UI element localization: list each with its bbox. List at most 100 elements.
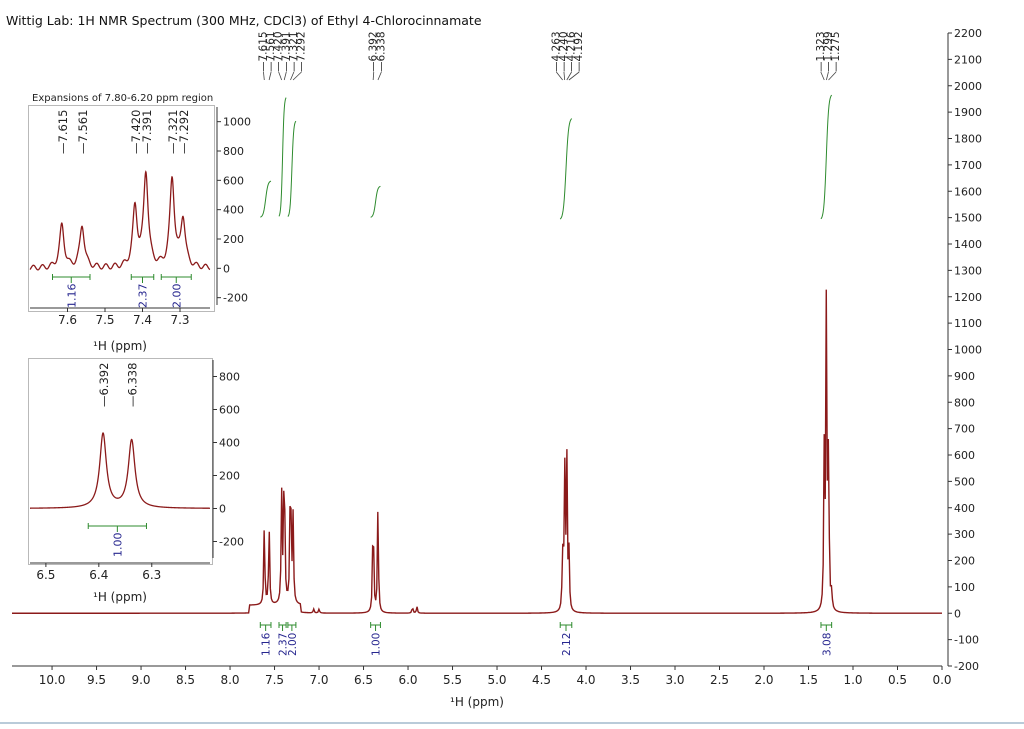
peak-label: —7.292 (295, 31, 307, 72)
x-axis-label: ¹H (ppm) (93, 590, 147, 604)
x-tick-label: 7.6 (58, 313, 77, 327)
y-tick-label: 1700 (954, 159, 982, 172)
y-tick-label: 200 (954, 555, 975, 568)
peak-label: —7.321 (166, 110, 180, 154)
peak-label-leader (283, 71, 287, 81)
x-axis-label: ¹H (ppm) (93, 339, 147, 353)
y-tick-label: 600 (223, 174, 244, 187)
integral-curve (260, 180, 272, 218)
y-tick-label: 0 (219, 503, 226, 516)
peak-label: —1.299 (822, 31, 834, 72)
y-tick-label: 1900 (954, 106, 982, 119)
spectrum-trace (29, 170, 211, 271)
x-tick-label: 3.5 (621, 673, 640, 687)
x-tick-label: 5.0 (487, 673, 506, 687)
integral-value: 2.37 (137, 284, 150, 309)
x-tick-label: 2.0 (754, 673, 773, 687)
chart-main-spectrum: -200 -100 0 100 200 300 400 500 600 700 800 900 1000… (12, 27, 982, 709)
y-tick-label: 0 (223, 262, 230, 275)
integral-curve (287, 120, 297, 217)
peak-label-leader (278, 71, 283, 81)
y-tick-label: 1300 (954, 264, 982, 277)
x-axis-label: ¹H (ppm) (450, 695, 504, 709)
integral-value: 1.16 (65, 284, 78, 309)
x-tick-label: 9.5 (87, 673, 106, 687)
y-tick-label: 0 (954, 607, 961, 620)
x-tick-label: 6.4 (89, 568, 108, 582)
y-tick-label: 1000 (954, 344, 982, 357)
peak-label: —7.391 (280, 31, 292, 72)
x-tick-label: 6.3 (142, 568, 161, 582)
chart-expansion-vinyl: -200 0 200 400 600 800 6.5 6.4 6.3 ¹H (ppm) —6.392… (30, 360, 244, 604)
y-tick-label: 300 (954, 528, 975, 541)
peak-label: —6.338 (375, 31, 387, 72)
y-tick-label: -100 (954, 634, 979, 647)
peak-label: —1.323 (815, 31, 827, 72)
x-tick-label: 4.0 (576, 673, 595, 687)
peak-label: —7.292 (177, 110, 191, 154)
x-tick-label: 1.5 (799, 673, 818, 687)
integral-curve (278, 97, 287, 217)
x-tick-label: 6.5 (354, 673, 373, 687)
peak-label-leader (268, 71, 272, 81)
x-tick-label: 7.4 (133, 313, 152, 327)
y-tick-label: 700 (954, 423, 975, 436)
y-tick-label: 2200 (954, 27, 982, 40)
peak-label-leader (377, 71, 382, 81)
y-tick-label: 800 (219, 371, 240, 384)
integral-curve (559, 118, 573, 220)
integral-value: 1.00 (371, 633, 383, 656)
peak-label: —4.240 (558, 31, 570, 72)
peak-label: —6.392 (368, 31, 380, 72)
y-tick-label: 1200 (954, 291, 982, 304)
x-tick-label: 7.5 (265, 673, 284, 687)
peak-label: —6.392 (97, 363, 111, 407)
inset-frame-vinyl (28, 358, 213, 565)
peak-label: —7.321 (288, 31, 300, 72)
x-tick-label: 2.5 (710, 673, 729, 687)
y-tick-label: -200 (223, 292, 248, 305)
y-tick-label: 400 (223, 204, 244, 217)
y-tick-label: 100 (954, 581, 975, 594)
peak-label: —7.561 (265, 31, 277, 72)
x-tick-label: 4.5 (532, 673, 551, 687)
x-tick-label: 10.0 (39, 673, 66, 687)
chart-title: Wittig Lab: 1H NMR Spectrum (300 MHz, CD… (6, 13, 482, 28)
chart-expansion-aromatic: -200 0 200 400 600 800 1000 7.6 7.5 7.4 7.3 ¹H (ppm… (29, 93, 251, 353)
y-tick-label: 1400 (954, 238, 982, 251)
y-tick-label: -200 (219, 536, 244, 549)
peak-label: —7.561 (76, 110, 90, 154)
x-tick-label: 0.5 (888, 673, 907, 687)
integral-value: 2.37 (278, 633, 290, 656)
peak-label: —7.420 (273, 31, 285, 72)
bottom-divider (0, 722, 1024, 724)
y-tick-label: 1600 (954, 185, 982, 198)
y-tick-label: 500 (954, 475, 975, 488)
x-tick-label: 8.5 (176, 673, 195, 687)
x-tick-label: 7.3 (170, 313, 189, 327)
peak-label: —1.275 (830, 31, 842, 72)
peak-label-leader (826, 71, 829, 81)
peak-label: —7.615 (257, 31, 269, 72)
inset-title: Expansions of 7.80-6.20 ppm region (32, 93, 213, 104)
y-tick-label: 800 (223, 145, 244, 158)
peak-label-leader (292, 71, 302, 81)
spectrum-trace (30, 432, 210, 509)
y-tick-label: 1800 (954, 133, 982, 146)
integral-value: 3.08 (821, 633, 833, 656)
peak-label: —4.192 (573, 31, 585, 72)
y-tick-label: 1100 (954, 317, 982, 330)
y-tick-label: -200 (954, 660, 979, 673)
y-tick-label: 200 (223, 233, 244, 246)
integral-value: 2.12 (561, 633, 573, 656)
integral-value: 2.00 (170, 284, 183, 309)
x-tick-label: 6.0 (398, 673, 417, 687)
x-tick-label: 3.0 (665, 673, 684, 687)
y-tick-label: 800 (954, 396, 975, 409)
x-tick-label: 7.0 (309, 673, 328, 687)
peak-label: —7.420 (129, 110, 143, 154)
x-tick-label: 6.5 (36, 568, 55, 582)
integral-value: 1.00 (111, 533, 124, 558)
y-tick-label: 400 (219, 437, 240, 450)
